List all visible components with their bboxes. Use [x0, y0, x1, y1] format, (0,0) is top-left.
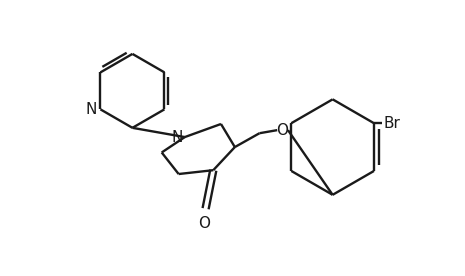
Text: N: N — [171, 129, 182, 145]
Text: Br: Br — [383, 116, 400, 131]
Text: N: N — [86, 102, 97, 117]
Text: O: O — [277, 123, 289, 138]
Text: O: O — [198, 216, 210, 231]
